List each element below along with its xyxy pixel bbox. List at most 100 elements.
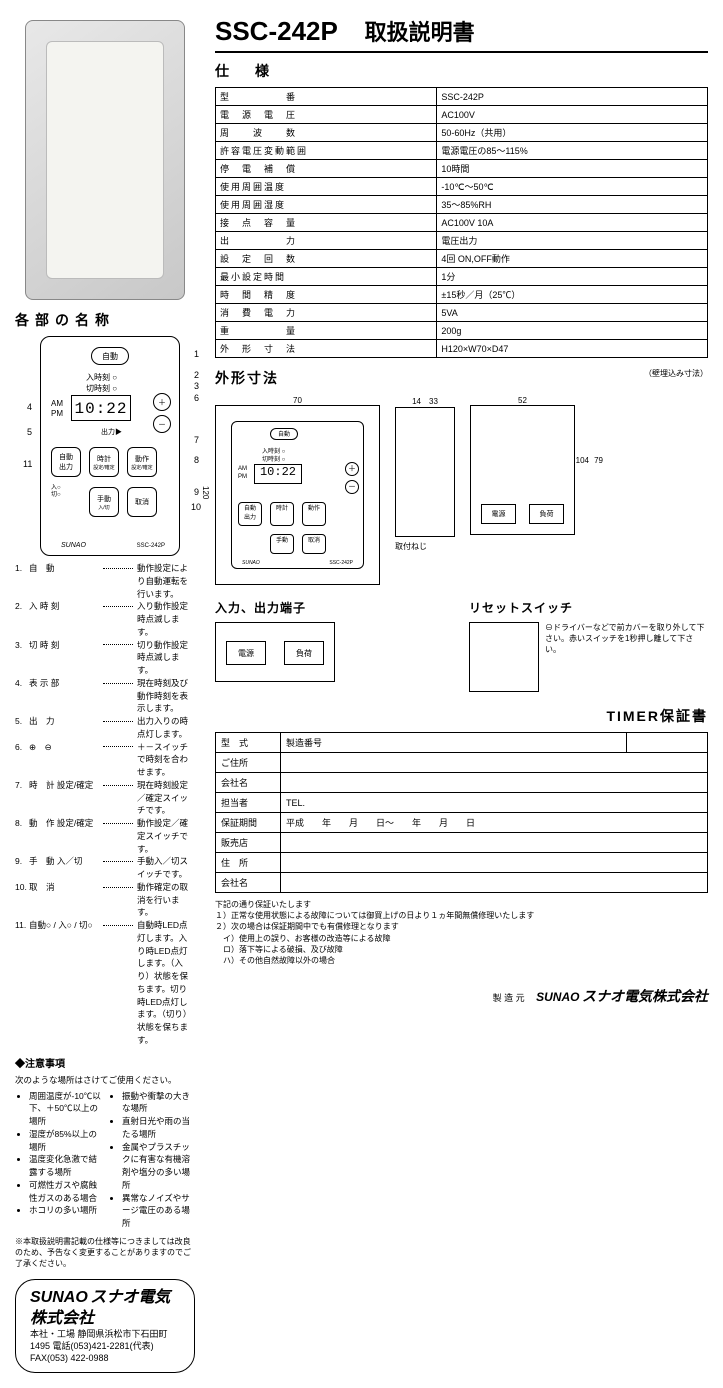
warranty-label: 型 式 bbox=[216, 733, 281, 753]
spec-value: 50-60Hz（共用） bbox=[437, 124, 708, 142]
spec-label: 出 力 bbox=[216, 232, 437, 250]
spec-label: 時 間 精 度 bbox=[216, 286, 437, 304]
action-button: 動作 設定/確定 bbox=[127, 447, 157, 477]
caution-item: 湿度が85%以上の場所 bbox=[29, 1128, 102, 1154]
reset-note: ⊖ドライバーなどで前カバーを取り外して下さい。赤いスイッチを1秒押し離して下さい… bbox=[545, 622, 708, 692]
warranty-label: 会社名 bbox=[216, 773, 281, 793]
parts-legend-row: 9.手 動 入／切手動入／切スイッチです。 bbox=[15, 855, 195, 881]
warranty-table: 型 式製造番号ご住所会社名担当者TEL.保証期間平成 年 月 日～ 年 月 日販… bbox=[215, 732, 708, 893]
caution-item: 可燃性ガスや腐蝕性ガスのある場合 bbox=[29, 1179, 102, 1205]
warranty-label: 販売店 bbox=[216, 833, 281, 853]
auto-button: 自動 bbox=[91, 347, 129, 365]
caution-item: 振動や衝撃の大きな場所 bbox=[122, 1090, 195, 1116]
parts-legend-row: 11.自動○ / 入○ / 切○自動時LED点灯します。入り時LED点灯します。… bbox=[15, 919, 195, 1047]
dims-note: （壁埋込み寸法） bbox=[644, 368, 708, 379]
brand-label: SUNAO bbox=[61, 542, 86, 549]
parts-legend-row: 10.取 消動作確定の取消を行います。 bbox=[15, 881, 195, 919]
parts-legend-row: 7.時 計 設定/確定現在時刻設定／確定スイッチです。 bbox=[15, 779, 195, 817]
spec-value: 5VA bbox=[437, 304, 708, 322]
title: SSC-242P 取扱説明書 bbox=[215, 15, 708, 47]
spec-label: 外 形 寸 法 bbox=[216, 340, 437, 358]
output-arrow: 出力▶ bbox=[101, 427, 122, 437]
am-label: AM bbox=[51, 399, 63, 408]
spec-value: 電圧出力 bbox=[437, 232, 708, 250]
warranty-label: ご住所 bbox=[216, 753, 281, 773]
caution-section: ◆注意事項 次のような場所はさけてご使用ください。 周囲温度が-10℃以下、＋5… bbox=[15, 1055, 195, 1230]
spec-value: H120×W70×D47 bbox=[437, 340, 708, 358]
parts-diagram: 自動 入時刻 ○ 切時刻 ○ AM PM 10:22 ＋ － 出力▶ 自動 出力… bbox=[15, 336, 205, 556]
spec-value: 1分 bbox=[437, 268, 708, 286]
spec-value: 35～85%RH bbox=[437, 196, 708, 214]
spec-table: 型 番SSC-242P電 源 電 圧AC100V周 波 数50-60Hz（共用）… bbox=[215, 87, 708, 358]
auto-output-button: 自動 出力 bbox=[51, 447, 81, 477]
disclaimer: ※本取扱説明書記載の仕様等につきましては改良のため、予告なく変更することがありま… bbox=[15, 1236, 195, 1269]
warranty-label: 担当者 bbox=[216, 793, 281, 813]
off-time-led: 切時刻 ○ bbox=[86, 383, 117, 394]
product-photo bbox=[25, 20, 185, 300]
minus-button: － bbox=[153, 415, 171, 433]
spec-value: 200g bbox=[437, 322, 708, 340]
parts-legend-row: 1.自 動動作設定により自動運転を行います。 bbox=[15, 562, 195, 600]
spec-label: 使用周囲温度 bbox=[216, 178, 437, 196]
parts-legend-row: 2.入 時 刻入り動作設定時点滅します。 bbox=[15, 600, 195, 638]
spec-label: 型 番 bbox=[216, 88, 437, 106]
parts-legend-row: 6.⊕ ⊖＋－スイッチで時刻を合わせます。 bbox=[15, 741, 195, 779]
spec-label: 停 電 補 償 bbox=[216, 160, 437, 178]
clock-button: 時計 設定/確定 bbox=[89, 447, 119, 477]
parts-legend-row: 5.出 力出力入りの時点灯します。 bbox=[15, 715, 195, 741]
parts-legend-row: 3.切 時 刻切り動作設定時点滅します。 bbox=[15, 639, 195, 677]
spec-label: 最小設定時間 bbox=[216, 268, 437, 286]
spec-label: 接 点 容 量 bbox=[216, 214, 437, 232]
model-label: SSC-242P bbox=[137, 543, 165, 549]
warranty-label: 保証期間 bbox=[216, 813, 281, 833]
io-diagram: 電源 負荷 bbox=[215, 622, 335, 682]
spec-heading: 仕 様 bbox=[215, 61, 708, 81]
parts-legend-row: 8.動 作 設定/確定動作設定／確定スイッチです。 bbox=[15, 817, 195, 855]
spec-label: 許容電圧変動範囲 bbox=[216, 142, 437, 160]
spec-value: SSC-242P bbox=[437, 88, 708, 106]
warranty-note-line: ハ）その他自然故障以外の場合 bbox=[215, 955, 708, 966]
spec-value: 電源電圧の85～115% bbox=[437, 142, 708, 160]
reset-diagram bbox=[469, 622, 539, 692]
spec-value: ±15秒／月（25℃） bbox=[437, 286, 708, 304]
spec-label: 周 波 数 bbox=[216, 124, 437, 142]
in-leds: 入○ 切○ bbox=[51, 485, 61, 498]
spec-value: 4回 ON,OFF動作 bbox=[437, 250, 708, 268]
company-footer: SUNAO スナオ電気株式会社 本社・工場 静岡県浜松市下石田町1495 電話(… bbox=[15, 1279, 195, 1374]
parts-heading: 各部の名称 bbox=[15, 310, 195, 330]
manual-button: 手動 入/切 bbox=[89, 487, 119, 517]
reset-heading: リセットスイッチ bbox=[469, 599, 708, 616]
caution-item: 周囲温度が-10℃以下、＋50℃以上の場所 bbox=[29, 1090, 102, 1128]
parts-legend-row: 4.表 示 部現在時刻及び動作時刻を表示します。 bbox=[15, 677, 195, 715]
parts-legend: 1.自 動動作設定により自動運転を行います。2.入 時 刻入り動作設定時点滅しま… bbox=[15, 562, 195, 1047]
spec-label: 消 費 電 力 bbox=[216, 304, 437, 322]
warranty-note-line: １）正常な使用状態による故障については御買上げの日より１ヵ年間無償修理いたします bbox=[215, 910, 708, 921]
spec-label: 設 定 回 数 bbox=[216, 250, 437, 268]
spec-label: 重 量 bbox=[216, 322, 437, 340]
warranty-label: 住 所 bbox=[216, 853, 281, 873]
dims-heading: 外形寸法 bbox=[215, 370, 279, 386]
dimension-drawings: 70 自動 入時刻 ○ 切時刻 ○ AM PM 10:22 ＋ － 自動出 bbox=[215, 396, 708, 585]
spec-value: -10℃～50℃ bbox=[437, 178, 708, 196]
warranty-note-line: イ）使用上の誤り、お客様の改造等による故障 bbox=[215, 933, 708, 944]
caution-item: 異常なノイズやサージ電圧のある場所 bbox=[122, 1192, 195, 1230]
spec-label: 電 源 電 圧 bbox=[216, 106, 437, 124]
caution-item: ホコリの多い場所 bbox=[29, 1204, 102, 1217]
spec-value: 10時間 bbox=[437, 160, 708, 178]
warranty-label: 会社名 bbox=[216, 873, 281, 893]
plus-button: ＋ bbox=[153, 393, 171, 411]
warranty-note-line: ロ）落下等による破損、及び故障 bbox=[215, 944, 708, 955]
pm-label: PM bbox=[51, 409, 63, 418]
caution-item: 温度変化急激で結露する場所 bbox=[29, 1153, 102, 1179]
manufacturer-line: 製 造 元 SUNAO スナオ電気株式会社 bbox=[493, 986, 708, 1006]
warranty-note-line: ２）次の場合は保証期間中でも有償修理となります bbox=[215, 921, 708, 932]
io-heading: 入力、出力端子 bbox=[215, 599, 454, 616]
cancel-button: 取消 bbox=[127, 487, 157, 517]
warranty-heading: TIMER保証書 bbox=[215, 706, 708, 726]
spec-label: 使用周囲湿度 bbox=[216, 196, 437, 214]
caution-item: 直射日光や雨の当たる場所 bbox=[122, 1115, 195, 1141]
spec-value: AC100V bbox=[437, 106, 708, 124]
on-time-led: 入時刻 ○ bbox=[86, 372, 117, 383]
lcd-display: 10:22 bbox=[71, 395, 131, 421]
caution-item: 金属やプラスチックに有害な有機溶剤や塩分の多い場所 bbox=[122, 1141, 195, 1192]
